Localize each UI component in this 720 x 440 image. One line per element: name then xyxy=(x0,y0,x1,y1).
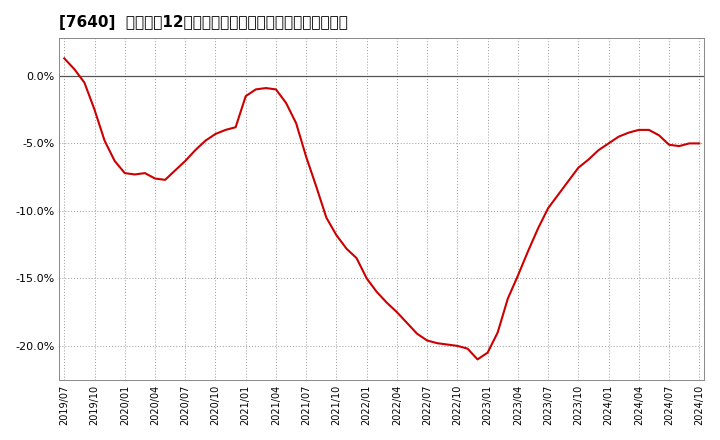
Text: [7640]  売上高の12か月移動合計の対前年同期増減率の推移: [7640] 売上高の12か月移動合計の対前年同期増減率の推移 xyxy=(59,15,348,30)
